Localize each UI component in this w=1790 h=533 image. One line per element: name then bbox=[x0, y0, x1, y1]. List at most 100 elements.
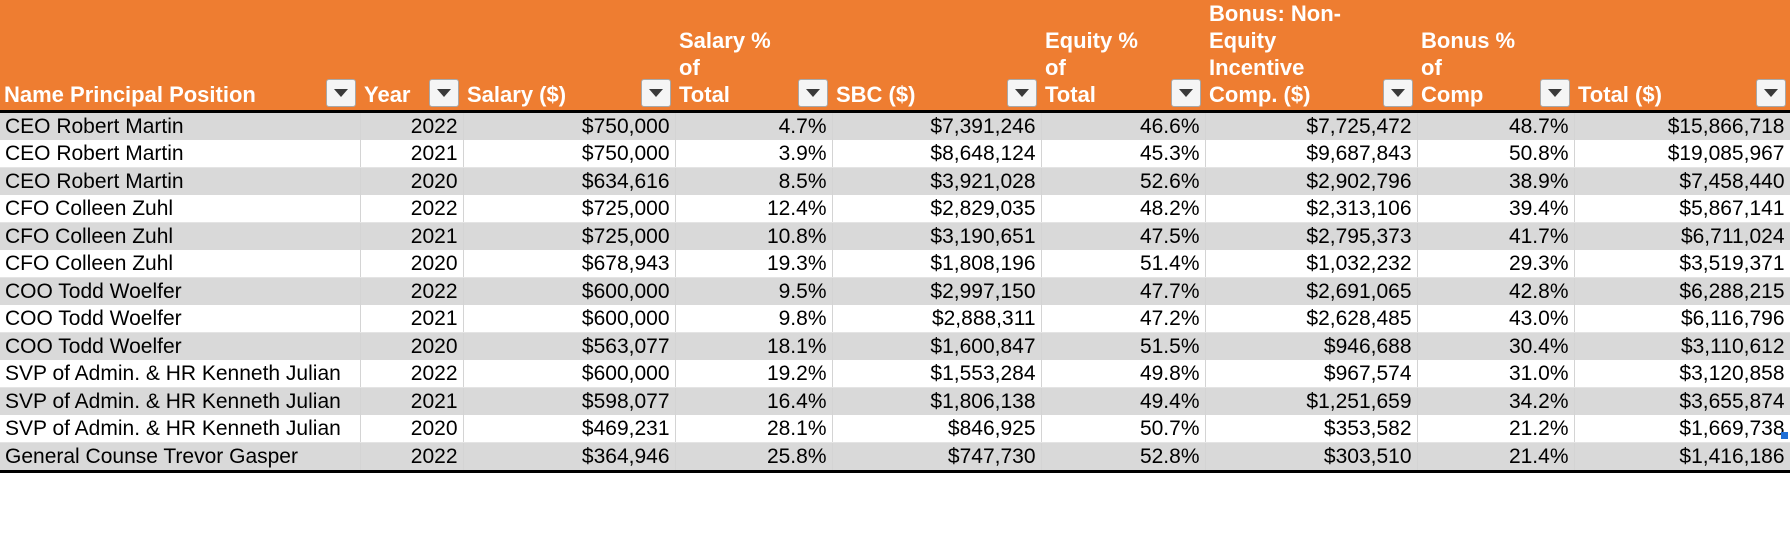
table-cell[interactable]: $3,655,874 bbox=[1574, 387, 1790, 415]
table-cell[interactable]: 12.4% bbox=[675, 195, 833, 223]
table-cell[interactable]: $3,110,612 bbox=[1574, 332, 1790, 360]
table-cell[interactable]: 8.5% bbox=[675, 167, 833, 195]
table-cell[interactable]: 2022 bbox=[360, 111, 464, 140]
table-cell[interactable]: $1,251,659 bbox=[1205, 387, 1418, 415]
table-cell[interactable]: $9,687,843 bbox=[1205, 140, 1418, 168]
table-cell[interactable]: 2020 bbox=[360, 167, 464, 195]
table-cell[interactable]: CFO Colleen Zuhl bbox=[0, 195, 361, 223]
table-cell[interactable]: 49.4% bbox=[1041, 387, 1206, 415]
table-cell[interactable]: $353,582 bbox=[1205, 415, 1418, 443]
table-cell[interactable]: 2021 bbox=[360, 140, 464, 168]
table-cell[interactable]: $600,000 bbox=[463, 360, 676, 388]
table-cell[interactable]: $2,691,065 bbox=[1205, 277, 1418, 305]
table-cell[interactable]: 16.4% bbox=[675, 387, 833, 415]
table-cell[interactable]: 42.8% bbox=[1417, 277, 1575, 305]
table-cell[interactable]: 10.8% bbox=[675, 222, 833, 250]
table-cell[interactable]: 38.9% bbox=[1417, 167, 1575, 195]
table-cell[interactable]: $600,000 bbox=[463, 305, 676, 333]
table-cell[interactable]: $7,458,440 bbox=[1574, 167, 1790, 195]
table-cell[interactable]: 45.3% bbox=[1041, 140, 1206, 168]
table-cell[interactable]: $3,519,371 bbox=[1574, 250, 1790, 278]
table-cell[interactable]: COO Todd Woelfer bbox=[0, 305, 361, 333]
table-cell[interactable]: 19.2% bbox=[675, 360, 833, 388]
filter-dropdown-button[interactable] bbox=[1171, 79, 1201, 107]
table-cell[interactable]: 47.2% bbox=[1041, 305, 1206, 333]
table-cell[interactable]: 49.8% bbox=[1041, 360, 1206, 388]
table-cell[interactable]: CEO Robert Martin bbox=[0, 167, 361, 195]
table-cell[interactable]: $1,600,847 bbox=[832, 332, 1042, 360]
table-cell[interactable]: $15,866,718 bbox=[1574, 111, 1790, 140]
table-cell[interactable]: $2,313,106 bbox=[1205, 195, 1418, 223]
table-cell[interactable]: 21.4% bbox=[1417, 442, 1575, 473]
selection-fill-handle[interactable] bbox=[1781, 432, 1788, 439]
table-cell[interactable]: 19.3% bbox=[675, 250, 833, 278]
filter-dropdown-button[interactable] bbox=[1007, 79, 1037, 107]
filter-dropdown-button[interactable] bbox=[429, 79, 459, 107]
table-cell[interactable]: $3,921,028 bbox=[832, 167, 1042, 195]
table-cell[interactable]: 29.3% bbox=[1417, 250, 1575, 278]
table-cell[interactable]: 47.5% bbox=[1041, 222, 1206, 250]
table-cell[interactable]: SVP of Admin. & HR Kenneth Julian bbox=[0, 360, 361, 388]
table-cell[interactable]: 25.8% bbox=[675, 442, 833, 473]
table-cell[interactable]: 2020 bbox=[360, 250, 464, 278]
table-cell[interactable]: 2022 bbox=[360, 360, 464, 388]
table-cell[interactable]: $750,000 bbox=[463, 111, 676, 140]
table-cell[interactable]: $725,000 bbox=[463, 195, 676, 223]
table-cell[interactable]: 48.7% bbox=[1417, 111, 1575, 140]
table-cell[interactable]: CFO Colleen Zuhl bbox=[0, 222, 361, 250]
table-cell[interactable]: 30.4% bbox=[1417, 332, 1575, 360]
table-cell[interactable]: $469,231 bbox=[463, 415, 676, 443]
table-cell[interactable]: $1,553,284 bbox=[832, 360, 1042, 388]
table-cell[interactable]: $846,925 bbox=[832, 415, 1042, 443]
table-cell[interactable]: 3.9% bbox=[675, 140, 833, 168]
table-cell[interactable]: $1,808,196 bbox=[832, 250, 1042, 278]
table-cell[interactable]: $2,795,373 bbox=[1205, 222, 1418, 250]
table-cell[interactable]: CEO Robert Martin bbox=[0, 140, 361, 168]
table-cell[interactable]: 18.1% bbox=[675, 332, 833, 360]
table-cell[interactable]: 51.5% bbox=[1041, 332, 1206, 360]
table-cell[interactable]: $6,711,024 bbox=[1574, 222, 1790, 250]
table-cell[interactable]: 28.1% bbox=[675, 415, 833, 443]
filter-dropdown-button[interactable] bbox=[326, 79, 356, 107]
table-cell[interactable]: $19,085,967 bbox=[1574, 140, 1790, 168]
table-cell[interactable]: $967,574 bbox=[1205, 360, 1418, 388]
table-cell[interactable]: 51.4% bbox=[1041, 250, 1206, 278]
table-cell[interactable]: $598,077 bbox=[463, 387, 676, 415]
table-cell[interactable]: $1,806,138 bbox=[832, 387, 1042, 415]
table-cell[interactable]: 39.4% bbox=[1417, 195, 1575, 223]
table-cell[interactable]: $634,616 bbox=[463, 167, 676, 195]
table-cell[interactable]: 2022 bbox=[360, 195, 464, 223]
table-cell[interactable]: CEO Robert Martin bbox=[0, 111, 361, 140]
table-cell[interactable]: 52.6% bbox=[1041, 167, 1206, 195]
table-cell[interactable]: 48.2% bbox=[1041, 195, 1206, 223]
table-cell[interactable]: 2021 bbox=[360, 222, 464, 250]
table-cell[interactable]: 46.6% bbox=[1041, 111, 1206, 140]
table-cell[interactable]: $2,902,796 bbox=[1205, 167, 1418, 195]
table-cell[interactable]: 34.2% bbox=[1417, 387, 1575, 415]
table-cell[interactable]: $1,669,738 bbox=[1574, 415, 1790, 443]
table-cell[interactable]: $750,000 bbox=[463, 140, 676, 168]
table-cell[interactable]: SVP of Admin. & HR Kenneth Julian bbox=[0, 415, 361, 443]
table-cell[interactable]: $747,730 bbox=[832, 442, 1042, 473]
table-cell[interactable]: 21.2% bbox=[1417, 415, 1575, 443]
table-cell[interactable]: $3,120,858 bbox=[1574, 360, 1790, 388]
table-cell[interactable]: $2,888,311 bbox=[832, 305, 1042, 333]
table-cell[interactable]: $678,943 bbox=[463, 250, 676, 278]
filter-dropdown-button[interactable] bbox=[798, 79, 828, 107]
table-cell[interactable]: $6,116,796 bbox=[1574, 305, 1790, 333]
table-cell[interactable]: 2022 bbox=[360, 277, 464, 305]
filter-dropdown-button[interactable] bbox=[1756, 79, 1786, 107]
table-cell[interactable]: $7,725,472 bbox=[1205, 111, 1418, 140]
table-cell[interactable]: $725,000 bbox=[463, 222, 676, 250]
table-cell[interactable]: 2021 bbox=[360, 305, 464, 333]
table-cell[interactable]: 47.7% bbox=[1041, 277, 1206, 305]
table-cell[interactable]: SVP of Admin. & HR Kenneth Julian bbox=[0, 387, 361, 415]
table-cell[interactable]: 2020 bbox=[360, 332, 464, 360]
table-cell[interactable]: $7,391,246 bbox=[832, 111, 1042, 140]
table-cell[interactable]: $364,946 bbox=[463, 442, 676, 473]
table-cell[interactable]: 52.8% bbox=[1041, 442, 1206, 473]
table-cell[interactable]: COO Todd Woelfer bbox=[0, 277, 361, 305]
table-cell[interactable]: 41.7% bbox=[1417, 222, 1575, 250]
filter-dropdown-button[interactable] bbox=[1540, 79, 1570, 107]
table-cell[interactable]: COO Todd Woelfer bbox=[0, 332, 361, 360]
